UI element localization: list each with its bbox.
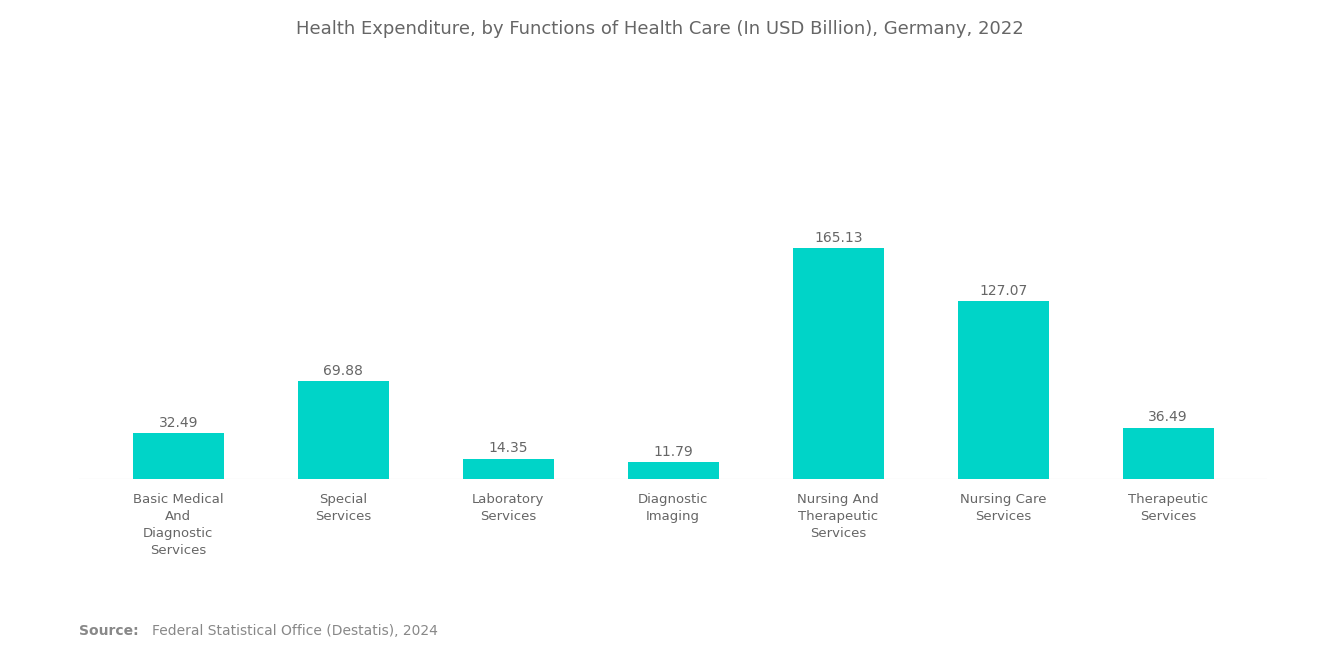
Bar bbox=[463, 459, 553, 479]
Text: 36.49: 36.49 bbox=[1148, 410, 1188, 424]
Bar bbox=[133, 434, 223, 479]
Text: Source:: Source: bbox=[79, 624, 139, 638]
Text: 127.07: 127.07 bbox=[979, 284, 1027, 298]
Text: Health Expenditure, by Functions of Health Care (In USD Billion), Germany, 2022: Health Expenditure, by Functions of Heal… bbox=[296, 20, 1024, 38]
Text: Federal Statistical Office (Destatis), 2024: Federal Statistical Office (Destatis), 2… bbox=[152, 624, 438, 638]
Text: 32.49: 32.49 bbox=[158, 416, 198, 430]
Text: 11.79: 11.79 bbox=[653, 445, 693, 459]
Bar bbox=[793, 248, 883, 479]
Bar bbox=[1123, 428, 1213, 479]
Bar bbox=[628, 462, 718, 479]
Bar bbox=[958, 301, 1048, 479]
Text: 69.88: 69.88 bbox=[323, 364, 363, 378]
Text: 165.13: 165.13 bbox=[814, 231, 862, 245]
Text: 14.35: 14.35 bbox=[488, 442, 528, 456]
Bar bbox=[298, 381, 388, 479]
